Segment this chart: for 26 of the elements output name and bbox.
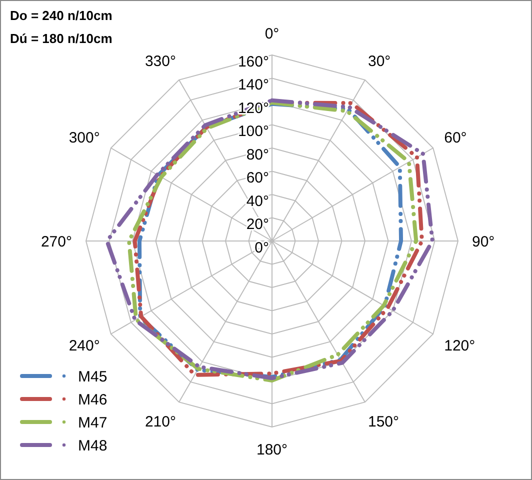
spoke-label: 60°: [444, 129, 467, 146]
legend-label: M46: [78, 391, 108, 408]
y-tick-label: 20°: [246, 216, 269, 233]
text: Dú = 180 n/10cm: [10, 31, 112, 46]
spoke-label: 210°: [144, 413, 176, 430]
spoke-label: 150°: [368, 413, 400, 430]
y-tick-label: 80°: [246, 146, 269, 164]
y-tick-label: 100°: [238, 123, 269, 140]
y-tick-label: 140°: [238, 76, 269, 94]
spoke-label: 240°: [68, 337, 100, 354]
spoke-label: 30°: [368, 53, 391, 70]
text: Do = 240 n/10cm: [10, 8, 112, 23]
spoke-label: 90°: [472, 233, 495, 250]
legend-label: M45: [78, 368, 108, 386]
y-tick-label: 60°: [246, 170, 269, 186]
spoke-label: 120°: [444, 337, 476, 354]
legend-label: M47: [78, 414, 108, 432]
y-tick-label: 120°: [238, 100, 269, 117]
legend-label: M48: [78, 437, 108, 454]
spoke-label: 180°: [256, 441, 288, 458]
spoke-label: 330°: [144, 53, 176, 70]
spoke-label: 300°: [68, 129, 100, 146]
y-tick-label: 0°: [254, 239, 269, 256]
y-tick-label: 40°: [246, 192, 269, 210]
y-tick-label: 160°: [238, 53, 269, 70]
spoke-label: 270°: [40, 233, 72, 250]
